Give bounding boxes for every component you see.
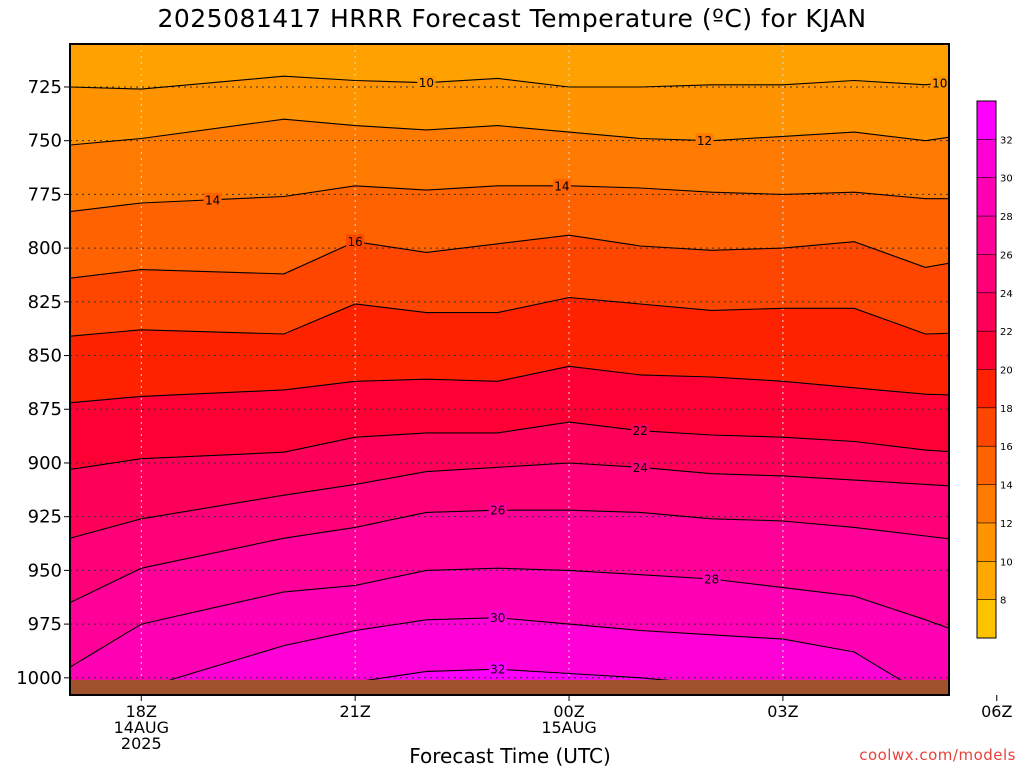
contour-label: 24: [633, 461, 648, 475]
contour-20: [70, 365, 949, 404]
contour-label-bg-16: [488, 610, 507, 625]
contour-label: 12: [697, 134, 712, 148]
plot-area: 10 10 12 14 14 16 22 24 26 28 30 32: [70, 44, 949, 695]
colorbar-band-5: [977, 407, 996, 447]
contour-label: 14: [554, 179, 569, 193]
contour-10: [70, 75, 949, 90]
colorbar-label: 20: [1000, 366, 1013, 377]
contour-label: 16: [348, 235, 363, 249]
colorbar-label: 10: [1000, 557, 1013, 568]
y-tick-label: 750: [28, 131, 62, 152]
contour-label-bg-4: [203, 192, 222, 207]
contour-label-bg-17: [488, 662, 507, 677]
contour-18: [70, 296, 949, 337]
x-tick-label: 14AUG: [114, 718, 169, 737]
contour-label: 10: [419, 76, 434, 90]
contour-label-bg-7: [346, 234, 365, 249]
plot-frame: [69, 43, 950, 696]
x-axis-label: Forecast Time (UTC): [409, 744, 611, 768]
colorbar-label: 14: [1000, 481, 1013, 492]
x-tick-label: 15AUG: [541, 718, 596, 737]
colorbar-label: 16: [1000, 442, 1013, 453]
colorbar-label: 18: [1000, 404, 1013, 415]
contour-label-bg-15: [702, 571, 721, 586]
contour-label-bg-12: [631, 460, 650, 475]
colorbar: 8 10 12 14 16 18 20 22 24 26 28 30 32: [976, 100, 1013, 639]
y-tick-label: 725: [28, 77, 62, 98]
colorbar-band-13: [977, 101, 996, 140]
y-tick-label: 950: [28, 560, 62, 581]
colorbar-band-1: [977, 561, 996, 600]
contour-14: [70, 185, 949, 213]
colorbar-band-9: [977, 254, 996, 293]
colorbar-band-7: [977, 331, 996, 370]
contour-label: 22: [633, 424, 648, 438]
colorbar-label: 8: [1000, 596, 1006, 607]
colorbar-band-12: [977, 139, 996, 178]
y-tick-label: 900: [28, 453, 62, 474]
fill-region-30: [70, 617, 949, 695]
contour-label-bg-0: [417, 75, 436, 90]
colorbar-band-8: [977, 292, 996, 332]
x-tick-label: 2025: [121, 734, 162, 753]
contour-30: [70, 617, 949, 695]
contour-24: [70, 462, 949, 539]
contour-label: 10: [932, 77, 947, 91]
y-tick-label: 875: [28, 399, 62, 420]
colorbar-label: 22: [1000, 327, 1013, 338]
contour-label: 32: [490, 663, 505, 677]
colorbar-label: 24: [1000, 289, 1013, 300]
colorbar-band-11: [977, 177, 996, 217]
x-tick-label: 18Z: [126, 702, 157, 721]
contour-label: 26: [490, 504, 505, 518]
contour-label-bg-5: [552, 178, 571, 193]
colorbar-band-3: [977, 484, 996, 523]
y-tick-label: 800: [28, 238, 62, 259]
colorbar-label: 32: [1000, 135, 1013, 146]
contour-label-bg-10: [631, 423, 650, 438]
ground-strip: [70, 679, 949, 695]
y-tick-label: 775: [28, 184, 62, 205]
contour-label-bg-2: [695, 133, 714, 148]
contour-label: 30: [490, 611, 505, 625]
y-tick-label: 825: [28, 292, 62, 313]
y-tick-label: 925: [28, 507, 62, 528]
x-tick-label: 06Z: [981, 702, 1012, 721]
contour-12: [70, 118, 949, 146]
colorbar-band-6: [977, 369, 996, 408]
contour-22: [70, 421, 949, 470]
colorbar-label: 30: [1000, 174, 1013, 185]
contour-label: 28: [704, 572, 719, 586]
credit-link[interactable]: coolwx.com/models: [859, 746, 1016, 764]
y-tick-label: 975: [28, 614, 62, 635]
contour-28: [70, 567, 949, 668]
chart-title: 2025081417 HRRR Forecast Temperature (ºC…: [157, 4, 867, 33]
contour-label-bg-13: [488, 503, 507, 518]
colorbar-label: 28: [1000, 212, 1013, 223]
contour-16: [70, 234, 949, 279]
colorbar-label: 26: [1000, 250, 1013, 261]
x-tick-label: 21Z: [339, 702, 370, 721]
contour-label-bg-1: [930, 76, 949, 91]
colorbar-band-2: [977, 522, 996, 562]
colorbar-band-4: [977, 446, 996, 485]
y-tick-label: 850: [28, 346, 62, 367]
y-tick-label: 1000: [16, 668, 62, 689]
contour-26: [70, 509, 949, 604]
x-tick-label: 03Z: [767, 702, 798, 721]
contour-label: 14: [205, 193, 220, 207]
colorbar-band-10: [977, 216, 996, 255]
colorbar-label: 12: [1000, 519, 1013, 530]
x-tick-label: 00Z: [553, 702, 584, 721]
colorbar-band-0: [977, 599, 996, 638]
